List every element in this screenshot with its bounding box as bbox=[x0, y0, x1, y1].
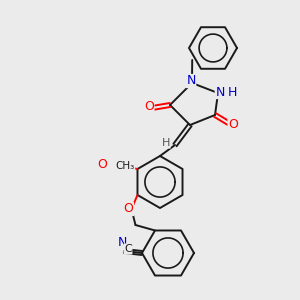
Text: N: N bbox=[215, 85, 225, 98]
Text: O: O bbox=[124, 202, 134, 215]
Text: CH₃: CH₃ bbox=[116, 161, 135, 171]
Text: O: O bbox=[144, 100, 154, 113]
Text: O: O bbox=[228, 118, 238, 131]
Text: N: N bbox=[186, 74, 196, 88]
Text: H: H bbox=[162, 138, 170, 148]
Text: O: O bbox=[98, 158, 107, 172]
Text: N: N bbox=[117, 236, 127, 250]
Text: C: C bbox=[124, 244, 132, 254]
Text: H: H bbox=[227, 85, 237, 98]
